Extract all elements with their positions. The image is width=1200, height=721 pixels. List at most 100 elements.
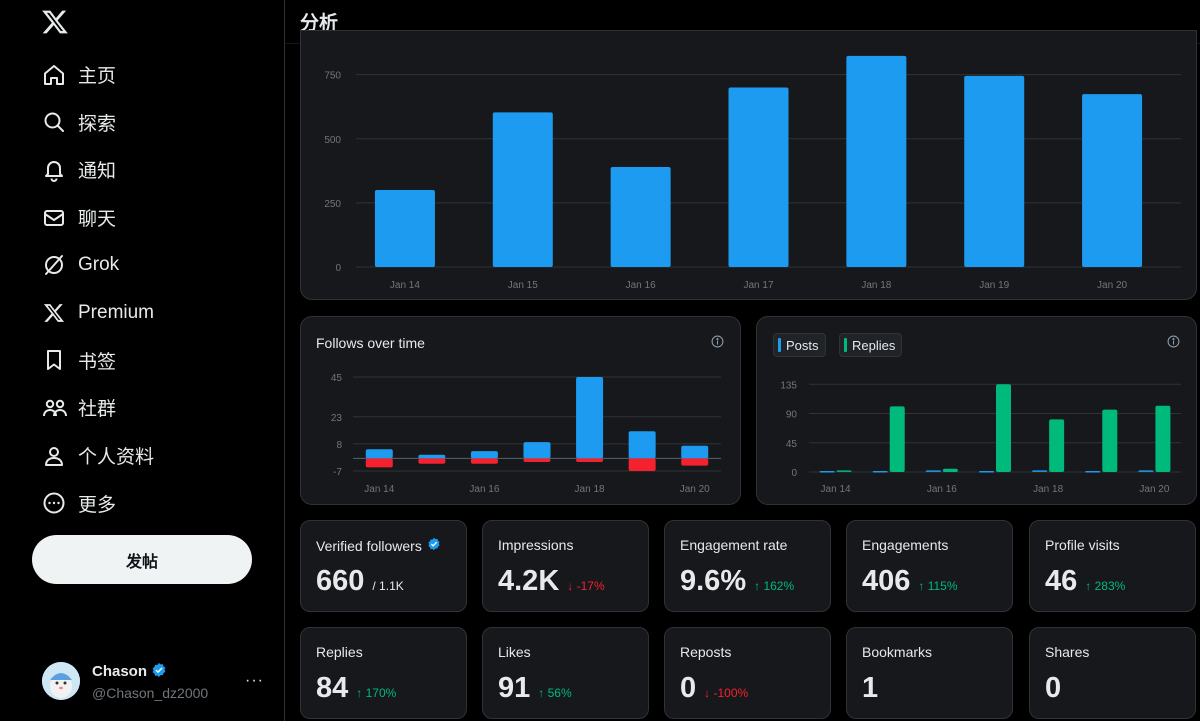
bar-replies [836, 470, 852, 472]
stat-card[interactable]: Profile visits 46 ↑ 283% [1029, 520, 1196, 612]
bar-posts [819, 471, 835, 473]
nav-label: 更多 [78, 494, 117, 516]
stat-label: Impressions [498, 537, 573, 553]
stat-label-text: Bookmarks [862, 644, 933, 660]
stat-value: 91 [498, 672, 531, 704]
stat-value: 660 [316, 565, 365, 597]
search-icon [32, 108, 78, 136]
nav-item-communities[interactable]: 社群 [32, 384, 272, 432]
stat-value-row: 0 [1045, 672, 1061, 705]
y-tick-label: 45 [786, 439, 798, 450]
bar-unfollows [365, 458, 393, 468]
communities-icon [32, 394, 78, 422]
nav-item-profile[interactable]: 个人资料 [32, 432, 272, 480]
bar [610, 166, 671, 267]
info-icon[interactable] [1167, 335, 1181, 349]
stat-card[interactable]: Bookmarks 1 [846, 627, 1013, 719]
nav-label: 书签 [78, 351, 117, 373]
stat-card[interactable]: Shares 0 [1029, 627, 1196, 719]
stat-change: ↑ 115% [918, 579, 958, 593]
x-logo-icon [32, 299, 78, 327]
y-tick-label: 8 [336, 440, 342, 451]
stat-label-text: Impressions [498, 537, 574, 553]
stat-label-text: Reposts [680, 644, 732, 660]
stat-change: ↑ 162% [754, 579, 795, 593]
y-tick-label: 750 [324, 71, 341, 82]
impressions-chart: 0 250 500 750 Jan 14 Jan 15 Jan 16 Jan 17 Jan 18… [324, 55, 1181, 291]
main-nav: 主页 探索 通知 聊天 Grok [32, 51, 272, 527]
more-circle-icon [32, 489, 78, 517]
bar-posts [1085, 471, 1101, 473]
nav-item-more[interactable]: 更多 [32, 479, 272, 527]
legend-replies[interactable]: Replies [839, 333, 903, 357]
stat-value: 1 [862, 672, 879, 704]
stat-card[interactable]: Verified followers 660 / 1.1K [300, 520, 467, 612]
legend-posts[interactable]: Posts [773, 333, 826, 357]
info-icon[interactable] [711, 335, 725, 349]
stat-sub: / 1.1K [372, 579, 404, 593]
nav-item-premium[interactable]: Premium [32, 289, 272, 337]
stat-change: ↑ 170% [356, 686, 397, 700]
stat-value-row: 660 / 1.1K [316, 565, 404, 598]
bar-follows [470, 451, 498, 459]
bar-follows [523, 442, 551, 459]
stat-value: 406 [862, 565, 911, 597]
x-tick-label: Jan 16 [927, 484, 957, 495]
x-tick-label: Jan 20 [1139, 484, 1169, 495]
stat-label: Likes [498, 644, 531, 660]
stat-label: Bookmarks [862, 644, 932, 660]
x-tick-label: Jan 17 [743, 280, 773, 291]
bar [1082, 94, 1143, 267]
bar-replies [996, 384, 1011, 472]
bar-unfollows [470, 458, 498, 464]
stat-value-row: 9.6% ↑ 162% [680, 565, 794, 598]
nav-item-explore[interactable]: 探索 [32, 99, 272, 147]
post-button[interactable]: 发帖 [32, 535, 252, 584]
posts-replies-chart-card: Posts Replies 0 45 90 135 Jan 14 Jan 16 Jan 18… [756, 316, 1197, 505]
nav-item-bookmarks[interactable]: 书签 [32, 337, 272, 385]
posts-replies-chart: 0 45 90 135 Jan 14 Jan 16 Jan 18 Jan 20 [780, 380, 1181, 495]
page-title: 分析 [300, 13, 339, 34]
bar [374, 190, 435, 267]
x-tick-label: Jan 20 [1097, 280, 1127, 291]
stat-change: ↑ 283% [1085, 579, 1126, 593]
y-tick-label: 23 [331, 413, 343, 424]
nav-item-home[interactable]: 主页 [32, 51, 272, 99]
stat-card[interactable]: Likes 91 ↑ 56% [482, 627, 649, 719]
bar-follows [418, 454, 446, 459]
x-tick-label: Jan 18 [575, 484, 605, 495]
y-tick-label: 135 [780, 380, 797, 391]
bell-icon [32, 156, 78, 184]
stat-card[interactable]: Impressions 4.2K ↓ -17% [482, 520, 649, 612]
nav-label: 通知 [78, 161, 117, 183]
account-switcher[interactable]: Chason @Chason_dz2000 ··· [42, 660, 272, 702]
nav-item-messages[interactable]: 聊天 [32, 194, 272, 242]
stat-card[interactable]: Engagements 406 ↑ 115% [846, 520, 1013, 612]
nav-item-grok[interactable]: Grok [32, 241, 272, 289]
nav-item-notifications[interactable]: 通知 [32, 146, 272, 194]
stat-value: 46 [1045, 565, 1078, 597]
stat-card[interactable]: Replies 84 ↑ 170% [300, 627, 467, 719]
bar-replies [1155, 405, 1171, 472]
y-tick-label: 250 [324, 199, 341, 210]
nav-label: 探索 [78, 113, 117, 135]
x-logo-icon[interactable] [40, 8, 72, 40]
bar-replies [1102, 409, 1118, 472]
bar-posts [925, 470, 941, 472]
legend-label: Posts [786, 337, 819, 353]
stat-label-text: Replies [316, 644, 363, 660]
x-tick-label: Jan 15 [508, 280, 538, 291]
stat-card[interactable]: Engagement rate 9.6% ↑ 162% [664, 520, 831, 612]
stat-change: ↓ -100% [704, 686, 749, 700]
x-tick-label: Jan 14 [390, 280, 420, 291]
stat-card[interactable]: Reposts 0 ↓ -100% [664, 627, 831, 719]
account-more-button[interactable]: ··· [245, 672, 264, 689]
verified-badge-icon [151, 662, 167, 682]
x-tick-label: Jan 14 [364, 484, 394, 495]
legend-label: Replies [852, 337, 896, 353]
nav-label: 个人资料 [78, 447, 155, 469]
nav-label: Premium [78, 301, 155, 323]
x-tick-label: Jan 16 [469, 484, 499, 495]
y-tick-label: -7 [333, 467, 342, 478]
bar-unfollows [523, 458, 551, 462]
